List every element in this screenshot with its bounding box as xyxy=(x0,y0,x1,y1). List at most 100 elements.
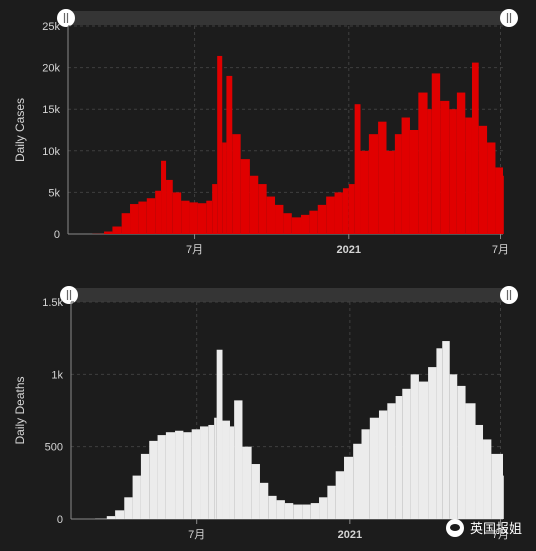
bar-mark xyxy=(172,192,182,234)
range-handle-right[interactable] xyxy=(500,286,518,304)
bar-mark xyxy=(368,134,379,234)
bar-mark xyxy=(276,500,285,519)
bar-mark xyxy=(354,104,361,234)
bar-mark xyxy=(197,203,207,234)
bar-mark xyxy=(442,341,450,519)
x-tick-label: 2021 xyxy=(338,529,362,541)
bar-mark xyxy=(491,453,503,519)
bar-mark xyxy=(189,202,198,234)
bar-mark xyxy=(283,213,292,234)
series-bars xyxy=(92,55,504,235)
bar-mark xyxy=(234,400,243,519)
bar-mark xyxy=(394,134,402,234)
range-scrollbar[interactable] xyxy=(71,288,503,302)
y-tick-label: 0 xyxy=(57,514,63,526)
watermark-text: 英国报姐 xyxy=(469,522,522,537)
bar-mark xyxy=(249,175,259,234)
bar-mark xyxy=(326,196,335,234)
x-tick-label: 7月 xyxy=(492,529,509,541)
bar-mark xyxy=(104,231,113,234)
bar-mark xyxy=(222,420,230,519)
bar-mark xyxy=(226,75,233,234)
bar-mark xyxy=(165,432,176,519)
bar-mark xyxy=(240,159,250,234)
bar-mark xyxy=(214,417,217,519)
bar-mark xyxy=(121,213,131,234)
bar-mark xyxy=(301,214,310,234)
bar-mark xyxy=(348,184,355,234)
bar-mark xyxy=(361,429,370,519)
bar-mark xyxy=(342,188,349,234)
bar-mark xyxy=(410,374,419,519)
x-tick-label: 7月 xyxy=(188,529,205,541)
bar-mark xyxy=(335,471,345,519)
bar-mark xyxy=(436,348,443,519)
bar-mark xyxy=(503,475,504,519)
bar-mark xyxy=(431,73,441,234)
bar-mark xyxy=(310,503,320,519)
bar-mark xyxy=(465,117,472,234)
bar-mark xyxy=(418,92,428,234)
bar-mark xyxy=(138,201,147,234)
y-tick-label: 1.5k xyxy=(42,297,63,309)
bar-mark xyxy=(471,62,479,234)
bar-mark xyxy=(222,142,227,234)
range-scrollbar[interactable] xyxy=(68,11,503,25)
bar-mark xyxy=(291,217,302,234)
y-axis-label: Daily Cases xyxy=(13,98,27,162)
bar-mark xyxy=(106,516,116,519)
bar-mark xyxy=(457,385,466,519)
range-handle-left[interactable] xyxy=(60,286,78,304)
bar-mark xyxy=(387,403,396,519)
y-tick-label: 20k xyxy=(42,63,60,75)
bar-mark xyxy=(402,388,411,519)
bar-mark xyxy=(293,504,303,519)
range-handle-left[interactable] xyxy=(57,9,75,27)
bar-mark xyxy=(427,109,432,234)
bar-mark xyxy=(161,160,167,234)
bar-mark xyxy=(309,210,318,234)
bar-mark xyxy=(112,226,122,234)
y-tick-label: 10k xyxy=(42,146,60,158)
x-tick-label: 2021 xyxy=(337,244,361,256)
y-tick-label: 0 xyxy=(54,229,60,241)
bar-mark xyxy=(487,142,496,234)
bar-mark xyxy=(317,204,327,234)
range-handle-right[interactable] xyxy=(500,9,518,27)
y-tick-label: 1k xyxy=(51,369,63,381)
bar-mark xyxy=(212,184,218,234)
bar-mark xyxy=(155,190,162,234)
x-tick-label: 7月 xyxy=(186,244,203,256)
bar-mark xyxy=(409,130,419,234)
bar-mark xyxy=(395,396,403,519)
bar-mark xyxy=(216,349,223,519)
bar-mark xyxy=(115,510,125,519)
bar-mark xyxy=(268,495,277,519)
bar-mark xyxy=(360,150,369,234)
bar-mark xyxy=(166,179,173,234)
bar-mark xyxy=(206,200,213,234)
x-tick-label: 7月 xyxy=(492,244,509,256)
bar-mark xyxy=(140,453,150,519)
bar-mark xyxy=(284,503,294,519)
bar-mark xyxy=(344,456,354,519)
bar-mark xyxy=(181,200,190,234)
bar-mark xyxy=(200,426,209,519)
bar-mark xyxy=(418,381,429,519)
bar-mark xyxy=(259,482,269,519)
daily-cases-chart: 0 5k 10k 15k 20k 25k 7月 2021 7月 Daily Cases xyxy=(13,9,518,256)
y-tick-label: 25k xyxy=(42,21,60,33)
y-tick-label: 500 xyxy=(45,442,63,454)
bar-mark xyxy=(217,55,223,235)
bar-mark xyxy=(132,475,141,519)
bar-mark xyxy=(440,100,450,234)
bar-mark xyxy=(503,175,504,234)
bar-mark xyxy=(378,410,388,519)
bar-mark xyxy=(175,430,184,519)
y-axis-label: Daily Deaths xyxy=(13,376,27,444)
bar-mark xyxy=(386,150,395,234)
bar-mark xyxy=(401,117,410,234)
bar-mark xyxy=(146,198,156,234)
bar-mark xyxy=(191,429,201,519)
